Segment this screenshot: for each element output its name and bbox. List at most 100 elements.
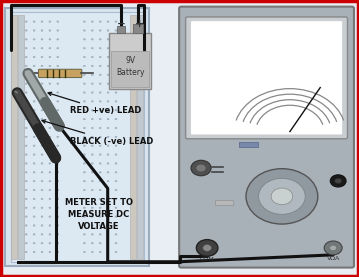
Circle shape xyxy=(83,207,85,209)
Circle shape xyxy=(25,30,27,31)
Bar xyxy=(5,8,149,266)
Circle shape xyxy=(99,234,101,235)
Circle shape xyxy=(83,145,85,147)
FancyBboxPatch shape xyxy=(191,21,342,135)
Circle shape xyxy=(41,21,43,22)
Circle shape xyxy=(115,83,117,84)
Circle shape xyxy=(91,225,93,226)
Circle shape xyxy=(107,30,109,31)
Circle shape xyxy=(99,118,101,120)
Circle shape xyxy=(57,234,59,235)
Circle shape xyxy=(99,189,101,191)
Circle shape xyxy=(57,207,59,209)
Circle shape xyxy=(83,234,85,235)
Circle shape xyxy=(83,163,85,164)
Circle shape xyxy=(115,30,117,31)
Text: METER SET TO
MEASURE DC
VOLTAGE: METER SET TO MEASURE DC VOLTAGE xyxy=(65,198,133,231)
Circle shape xyxy=(83,39,85,40)
Circle shape xyxy=(33,171,35,173)
Circle shape xyxy=(33,65,35,67)
Circle shape xyxy=(330,245,337,251)
Circle shape xyxy=(33,92,35,93)
Circle shape xyxy=(99,47,101,49)
Circle shape xyxy=(57,47,59,49)
Circle shape xyxy=(57,92,59,93)
Circle shape xyxy=(83,118,85,120)
Circle shape xyxy=(41,47,43,49)
Circle shape xyxy=(33,101,35,102)
Circle shape xyxy=(107,74,109,76)
Text: COM: COM xyxy=(200,257,215,262)
Circle shape xyxy=(41,234,43,235)
Circle shape xyxy=(91,189,93,191)
Bar xyxy=(109,33,151,89)
Circle shape xyxy=(41,56,43,58)
Circle shape xyxy=(57,65,59,67)
Circle shape xyxy=(83,242,85,244)
Circle shape xyxy=(107,207,109,209)
Circle shape xyxy=(115,56,117,58)
Circle shape xyxy=(49,56,51,58)
Circle shape xyxy=(107,21,109,22)
Circle shape xyxy=(83,83,85,84)
Circle shape xyxy=(196,164,206,172)
Circle shape xyxy=(49,30,51,31)
Circle shape xyxy=(25,101,27,102)
Circle shape xyxy=(41,101,43,102)
Circle shape xyxy=(33,207,35,209)
Circle shape xyxy=(91,101,93,102)
Circle shape xyxy=(33,163,35,164)
Circle shape xyxy=(91,180,93,182)
Circle shape xyxy=(25,154,27,155)
Circle shape xyxy=(33,109,35,111)
Bar xyxy=(134,24,143,33)
Circle shape xyxy=(107,180,109,182)
Circle shape xyxy=(115,171,117,173)
Circle shape xyxy=(57,83,59,84)
Circle shape xyxy=(91,163,93,164)
Circle shape xyxy=(49,207,51,209)
Circle shape xyxy=(99,30,101,31)
Circle shape xyxy=(335,178,342,184)
Circle shape xyxy=(25,92,27,93)
Circle shape xyxy=(49,163,51,164)
Circle shape xyxy=(99,65,101,67)
Circle shape xyxy=(25,180,27,182)
Circle shape xyxy=(191,160,211,176)
Circle shape xyxy=(41,216,43,217)
Circle shape xyxy=(57,101,59,102)
Circle shape xyxy=(99,251,101,253)
Circle shape xyxy=(83,189,85,191)
Circle shape xyxy=(83,21,85,22)
Circle shape xyxy=(33,225,35,226)
FancyBboxPatch shape xyxy=(38,69,82,78)
Circle shape xyxy=(91,83,93,84)
Circle shape xyxy=(107,56,109,58)
Circle shape xyxy=(83,171,85,173)
Circle shape xyxy=(115,101,117,102)
Circle shape xyxy=(49,242,51,244)
Circle shape xyxy=(57,251,59,253)
Circle shape xyxy=(33,118,35,120)
Circle shape xyxy=(33,39,35,40)
Circle shape xyxy=(107,225,109,226)
Circle shape xyxy=(41,83,43,84)
Circle shape xyxy=(25,216,27,217)
Circle shape xyxy=(99,127,101,129)
Circle shape xyxy=(83,198,85,200)
Circle shape xyxy=(33,234,35,235)
Circle shape xyxy=(41,225,43,226)
Bar xyxy=(117,26,125,33)
Text: BLACK (-ve) LEAD: BLACK (-ve) LEAD xyxy=(42,120,153,146)
Circle shape xyxy=(25,251,27,253)
Circle shape xyxy=(49,145,51,147)
Circle shape xyxy=(99,83,101,84)
Circle shape xyxy=(25,198,27,200)
Circle shape xyxy=(91,109,93,111)
Circle shape xyxy=(115,109,117,111)
Circle shape xyxy=(25,21,27,22)
Circle shape xyxy=(99,198,101,200)
Circle shape xyxy=(83,101,85,102)
Bar xyxy=(239,142,258,147)
Circle shape xyxy=(115,198,117,200)
